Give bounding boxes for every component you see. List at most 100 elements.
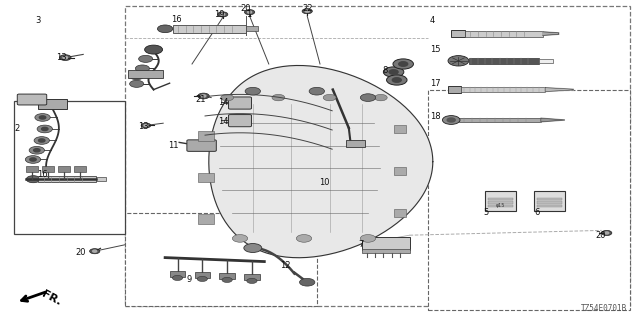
Circle shape xyxy=(34,149,40,152)
Circle shape xyxy=(221,94,234,101)
Bar xyxy=(96,177,106,181)
Circle shape xyxy=(29,147,45,154)
Bar xyxy=(428,90,630,310)
Bar xyxy=(461,87,545,92)
Text: 10: 10 xyxy=(319,178,329,187)
Circle shape xyxy=(393,59,413,69)
Circle shape xyxy=(35,114,50,121)
Circle shape xyxy=(172,276,182,281)
Circle shape xyxy=(605,232,609,234)
Text: 13: 13 xyxy=(138,122,148,131)
Text: 19: 19 xyxy=(214,10,225,19)
Bar xyxy=(26,166,38,172)
Circle shape xyxy=(387,75,407,85)
Bar xyxy=(170,271,185,277)
Circle shape xyxy=(34,137,49,144)
Bar xyxy=(394,209,406,217)
Circle shape xyxy=(38,139,45,142)
Text: 7: 7 xyxy=(358,240,364,249)
Circle shape xyxy=(244,244,262,252)
Circle shape xyxy=(244,10,255,15)
Bar xyxy=(195,272,210,278)
Text: 16: 16 xyxy=(37,170,48,179)
Bar xyxy=(488,205,513,207)
Text: 12: 12 xyxy=(280,261,291,270)
Text: 5: 5 xyxy=(483,208,488,217)
Text: 20: 20 xyxy=(76,248,86,257)
Bar xyxy=(485,191,516,211)
Text: 20: 20 xyxy=(240,4,250,12)
Circle shape xyxy=(39,116,45,119)
Bar xyxy=(198,173,214,182)
Circle shape xyxy=(272,94,285,101)
Circle shape xyxy=(399,62,408,66)
Text: 9: 9 xyxy=(187,276,192,284)
Circle shape xyxy=(93,250,97,252)
Bar xyxy=(459,117,541,122)
Bar xyxy=(362,237,410,250)
Text: 17: 17 xyxy=(430,79,441,88)
Circle shape xyxy=(130,73,144,80)
Text: 6: 6 xyxy=(534,208,540,217)
FancyBboxPatch shape xyxy=(187,140,216,151)
Circle shape xyxy=(139,55,153,62)
Text: 21: 21 xyxy=(195,95,205,104)
Circle shape xyxy=(232,235,248,242)
Text: 13: 13 xyxy=(56,53,67,62)
Circle shape xyxy=(296,235,312,242)
Text: 14: 14 xyxy=(218,98,228,107)
Polygon shape xyxy=(209,66,433,258)
Bar xyxy=(534,191,565,211)
Circle shape xyxy=(360,94,376,101)
Circle shape xyxy=(383,67,404,77)
FancyBboxPatch shape xyxy=(17,94,47,105)
Circle shape xyxy=(300,278,315,286)
Bar xyxy=(14,101,125,234)
Text: TZ54E0701B: TZ54E0701B xyxy=(581,304,627,313)
Circle shape xyxy=(201,95,206,97)
Bar xyxy=(468,58,539,64)
Bar xyxy=(362,249,410,253)
Circle shape xyxy=(60,55,71,60)
Text: FR.: FR. xyxy=(40,289,63,308)
Circle shape xyxy=(360,235,376,242)
Circle shape xyxy=(144,124,148,126)
Text: 22: 22 xyxy=(302,4,312,12)
Circle shape xyxy=(245,87,260,95)
Circle shape xyxy=(197,276,207,282)
Text: 20: 20 xyxy=(595,231,605,240)
Circle shape xyxy=(26,156,41,163)
Bar xyxy=(244,274,260,280)
Bar xyxy=(58,166,70,172)
Text: 8: 8 xyxy=(383,66,388,75)
Bar xyxy=(451,30,465,37)
Bar xyxy=(346,140,365,147)
Circle shape xyxy=(63,56,68,59)
Circle shape xyxy=(392,78,401,82)
Circle shape xyxy=(442,116,460,124)
Circle shape xyxy=(247,278,257,284)
Polygon shape xyxy=(543,32,559,36)
FancyBboxPatch shape xyxy=(228,97,252,109)
Circle shape xyxy=(305,10,309,12)
Text: φ15: φ15 xyxy=(496,203,505,208)
Bar xyxy=(38,176,96,182)
Bar xyxy=(38,99,67,109)
Circle shape xyxy=(248,11,252,13)
Text: 4: 4 xyxy=(430,16,435,25)
Text: 1: 1 xyxy=(246,10,252,19)
Circle shape xyxy=(198,93,209,99)
Text: 3: 3 xyxy=(35,16,40,25)
Circle shape xyxy=(221,13,225,15)
Text: 15: 15 xyxy=(430,45,440,54)
Bar xyxy=(42,166,54,172)
Circle shape xyxy=(145,45,163,54)
Circle shape xyxy=(90,249,100,254)
Text: 11: 11 xyxy=(168,141,178,150)
Circle shape xyxy=(218,12,228,17)
Bar xyxy=(198,131,214,141)
Bar xyxy=(488,198,513,200)
Circle shape xyxy=(37,125,52,133)
Circle shape xyxy=(30,158,36,161)
Circle shape xyxy=(42,127,48,131)
